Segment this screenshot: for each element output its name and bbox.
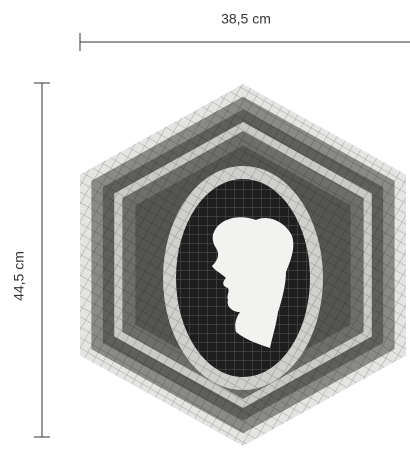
height-label: 44,5 cm	[11, 251, 27, 301]
mosaic-hexagon	[80, 84, 406, 446]
width-label: 38,5 cm	[221, 11, 271, 27]
cameo-profile	[212, 217, 294, 348]
